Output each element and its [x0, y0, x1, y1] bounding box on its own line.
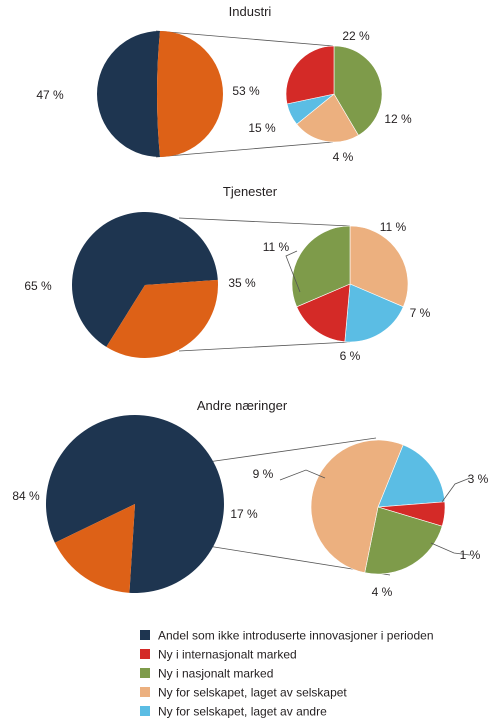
label-leader-line: [441, 477, 471, 503]
slice-ny-i-nasjonalt-marked: [291, 225, 351, 308]
label-leader-line: [430, 542, 471, 556]
legend: Andel som ikke introduserte innovasjoner…: [140, 629, 434, 719]
connector-line-bottom: [155, 141, 334, 158]
slice-ny-i-internasjonalt-marked: [285, 45, 335, 105]
legend-swatch: [140, 687, 150, 697]
panel-andre-naeringer: Andre næringer 84 % 17 % 3 % 1 % 4 % 9 %: [12, 398, 488, 599]
legend-item: Andel som ikke introduserte innovasjoner…: [140, 629, 434, 643]
slice-andel-med-innovasjoner: [106, 279, 218, 358]
breakdown-slice-label: 6 %: [340, 349, 361, 363]
breakdown-slice-label: 7 %: [410, 306, 431, 320]
label-leader-line: [285, 250, 301, 293]
legend-swatch: [140, 706, 150, 716]
chart-title: Industri: [229, 4, 272, 19]
legend-item: Ny for selskapet, laget av selskapet: [140, 686, 347, 700]
breakdown-slice-label: 12 %: [384, 112, 412, 126]
slice-ny-for-selskapet-laget-av-andre: [344, 283, 404, 343]
slice-ny-for-selskapet-laget-av-selskapet: [349, 225, 409, 308]
legend-item: Ny i nasjonalt marked: [140, 667, 273, 681]
breakdown-slice-label: 22 %: [342, 29, 370, 43]
main-slice-label: 84 %: [12, 489, 40, 503]
breakdown-slice-label: 4 %: [333, 150, 354, 164]
legend-swatch: [140, 668, 150, 678]
main-slice-label: 17 %: [230, 507, 258, 521]
legend-swatch: [140, 649, 150, 659]
legend-label: Ny i internasjonalt marked: [158, 648, 297, 662]
panel-tjenester: Tjenester 65 % 35 % 11 % 7 % 6 % 11 %: [24, 184, 430, 363]
slice-ny-for-selskapet-laget-av-selskapet: [296, 93, 359, 143]
chart-title: Andre næringer: [197, 398, 288, 413]
breakdown-slice-label: 1 %: [460, 548, 481, 562]
panel-industri: Industri 47 % 53 % 22 % 12 % 4 % 15 %: [36, 4, 412, 164]
chart-title: Tjenester: [223, 184, 278, 199]
connector-line-bottom: [178, 341, 351, 352]
label-leader-line: [279, 469, 326, 481]
legend-label: Ny for selskapet, laget av selskapet: [158, 686, 347, 700]
breakdown-slice-label: 4 %: [372, 585, 393, 599]
breakdown-slice-label: 3 %: [468, 472, 489, 486]
main-slice-label: 53 %: [232, 84, 260, 98]
breakdown-slice-label: 9 %: [253, 467, 274, 481]
chart-panels: Industri 47 % 53 % 22 % 12 % 4 % 15 % Tjenester…: [12, 4, 488, 599]
legend-item: Ny for selskapet, laget av andre: [140, 705, 327, 719]
slice-ny-for-selskapet-laget-av-selskapet: [310, 439, 404, 574]
slice-andel-ikke-innovasjoner: [71, 211, 218, 347]
connector-line-top: [207, 437, 377, 463]
legend-swatch: [140, 630, 150, 640]
slice-ny-i-nasjonalt-marked: [333, 45, 383, 136]
legend-label: Ny i nasjonalt marked: [158, 667, 273, 681]
legend-item: Ny i internasjonalt marked: [140, 648, 297, 662]
slice-andel-med-innovasjoner: [157, 31, 223, 157]
main-slice-label: 35 %: [228, 276, 256, 290]
breakdown-slice-label: 11 %: [263, 240, 290, 254]
breakdown-slice-label: 15 %: [248, 121, 276, 135]
slice-ny-i-nasjonalt-marked: [364, 506, 443, 575]
main-slice-label: 65 %: [24, 279, 52, 293]
connector-line-top: [155, 30, 334, 47]
legend-label: Andel som ikke introduserte innovasjoner…: [158, 629, 434, 643]
breakdown-slice-label: 11 %: [380, 220, 407, 234]
main-slice-label: 47 %: [36, 88, 64, 102]
connector-line-top: [178, 217, 351, 227]
slice-ny-i-internasjonalt-marked: [296, 283, 351, 343]
legend-label: Ny for selskapet, laget av andre: [158, 705, 327, 719]
slice-andel-ikke-innovasjoner: [45, 414, 224, 593]
slice-andel-ikke-innovasjoner: [97, 31, 160, 157]
slice-andel-med-innovasjoner: [54, 504, 136, 593]
